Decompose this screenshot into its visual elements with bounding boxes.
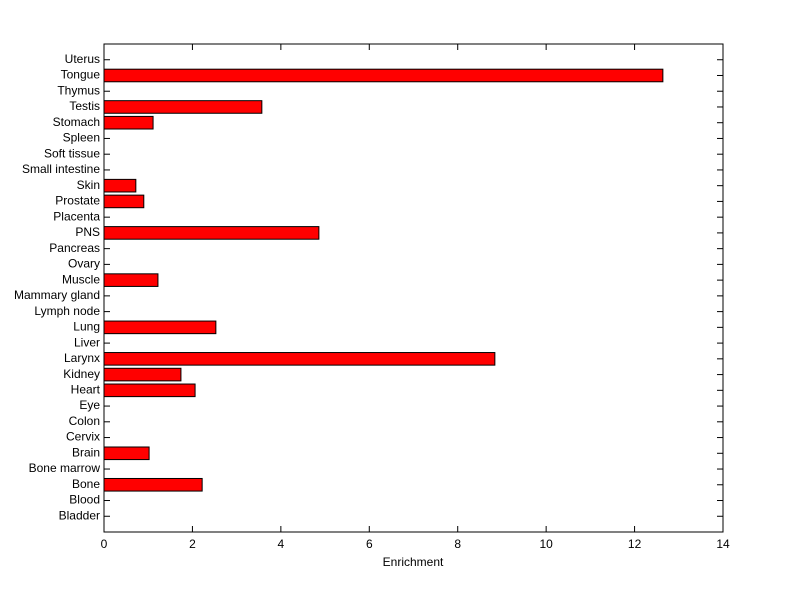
- y-tick-label: Prostate: [55, 194, 100, 208]
- bar: [103, 100, 263, 114]
- bar: [103, 320, 217, 335]
- bar: [103, 383, 196, 398]
- y-tick-label: Small intestine: [22, 162, 100, 176]
- x-axis-label: Enrichment: [383, 555, 444, 569]
- bar: [103, 68, 664, 83]
- y-tick-label: Stomach: [53, 115, 100, 129]
- y-tick-label: Kidney: [63, 367, 100, 381]
- x-tick-label: 14: [716, 537, 730, 551]
- x-tick-label: 8: [454, 537, 461, 551]
- y-tick-label: Lung: [73, 320, 100, 334]
- x-tick-label: 0: [101, 537, 108, 551]
- y-tick-label: Uterus: [65, 52, 100, 66]
- bar: [103, 446, 150, 461]
- y-tick-label: Tongue: [61, 68, 101, 82]
- y-tick-label: Cervix: [66, 430, 100, 444]
- y-tick-label: Blood: [69, 493, 100, 507]
- bar: [103, 194, 145, 209]
- bar: [103, 367, 182, 382]
- y-tick-label: Thymus: [57, 83, 100, 97]
- y-tick-label: Bladder: [59, 508, 100, 522]
- y-tick-label: Skin: [77, 178, 100, 192]
- y-tick-label: Larynx: [64, 351, 100, 365]
- y-tick-label: Spleen: [63, 131, 100, 145]
- y-tick-label: Muscle: [62, 272, 100, 286]
- bar: [103, 352, 496, 366]
- x-tick-label: 6: [366, 537, 373, 551]
- y-tick-label: Ovary: [68, 257, 100, 271]
- y-tick-label: Colon: [69, 414, 100, 428]
- bar: [103, 178, 137, 193]
- bar: [103, 115, 154, 130]
- y-tick-label: Mammary gland: [14, 288, 100, 302]
- y-tick-label: Eye: [79, 398, 100, 412]
- plot-frame: [103, 43, 724, 533]
- y-tick-label: Bone: [72, 477, 100, 491]
- x-tick-label: 2: [189, 537, 196, 551]
- y-tick-label: Pancreas: [49, 241, 100, 255]
- y-tick-label: Liver: [74, 335, 100, 349]
- bar: [103, 477, 203, 492]
- y-tick-label: Testis: [69, 99, 100, 113]
- bar: [103, 226, 320, 240]
- y-tick-label: Bone marrow: [29, 461, 101, 475]
- bar: [103, 273, 159, 287]
- y-tick-label: Placenta: [53, 209, 100, 223]
- y-tick-label: Soft tissue: [44, 146, 100, 160]
- x-tick-label: 10: [539, 537, 553, 551]
- x-tick-label: 12: [628, 537, 642, 551]
- y-tick-label: Lymph node: [34, 304, 100, 318]
- x-tick-label: 4: [278, 537, 285, 551]
- y-tick-label: Heart: [71, 382, 101, 396]
- y-tick-label: PNS: [75, 225, 100, 239]
- y-tick-label: Brain: [72, 445, 100, 459]
